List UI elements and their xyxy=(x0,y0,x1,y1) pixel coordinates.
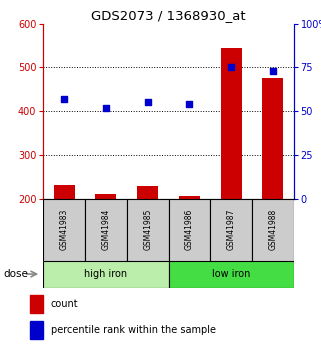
Text: low iron: low iron xyxy=(212,269,250,279)
Bar xyxy=(210,199,252,260)
Point xyxy=(270,68,275,73)
Bar xyxy=(30,295,43,313)
Bar xyxy=(169,199,210,260)
Bar xyxy=(54,185,74,286)
Text: GSM41985: GSM41985 xyxy=(143,209,152,250)
Text: count: count xyxy=(51,299,78,309)
Text: high iron: high iron xyxy=(84,269,127,279)
Text: dose: dose xyxy=(3,269,28,279)
Text: GSM41988: GSM41988 xyxy=(268,209,277,250)
Bar xyxy=(137,186,158,286)
Text: GSM41987: GSM41987 xyxy=(227,209,236,250)
Point xyxy=(187,101,192,107)
Bar xyxy=(263,78,283,286)
Bar xyxy=(85,199,127,260)
Bar xyxy=(43,199,85,260)
Text: GSM41983: GSM41983 xyxy=(60,209,69,250)
Bar xyxy=(127,199,169,260)
Bar xyxy=(221,48,242,286)
Point xyxy=(229,65,234,70)
Text: GSM41984: GSM41984 xyxy=(101,209,110,250)
Point xyxy=(103,105,108,110)
Bar xyxy=(252,199,294,260)
Point xyxy=(62,96,67,101)
Text: GSM41986: GSM41986 xyxy=(185,209,194,250)
Bar xyxy=(96,194,117,286)
Bar xyxy=(169,260,294,287)
Title: GDS2073 / 1368930_at: GDS2073 / 1368930_at xyxy=(91,9,246,22)
Text: percentile rank within the sample: percentile rank within the sample xyxy=(51,325,216,335)
Point xyxy=(145,100,150,105)
Bar xyxy=(30,321,43,339)
Bar xyxy=(43,260,169,287)
Bar xyxy=(179,196,200,286)
